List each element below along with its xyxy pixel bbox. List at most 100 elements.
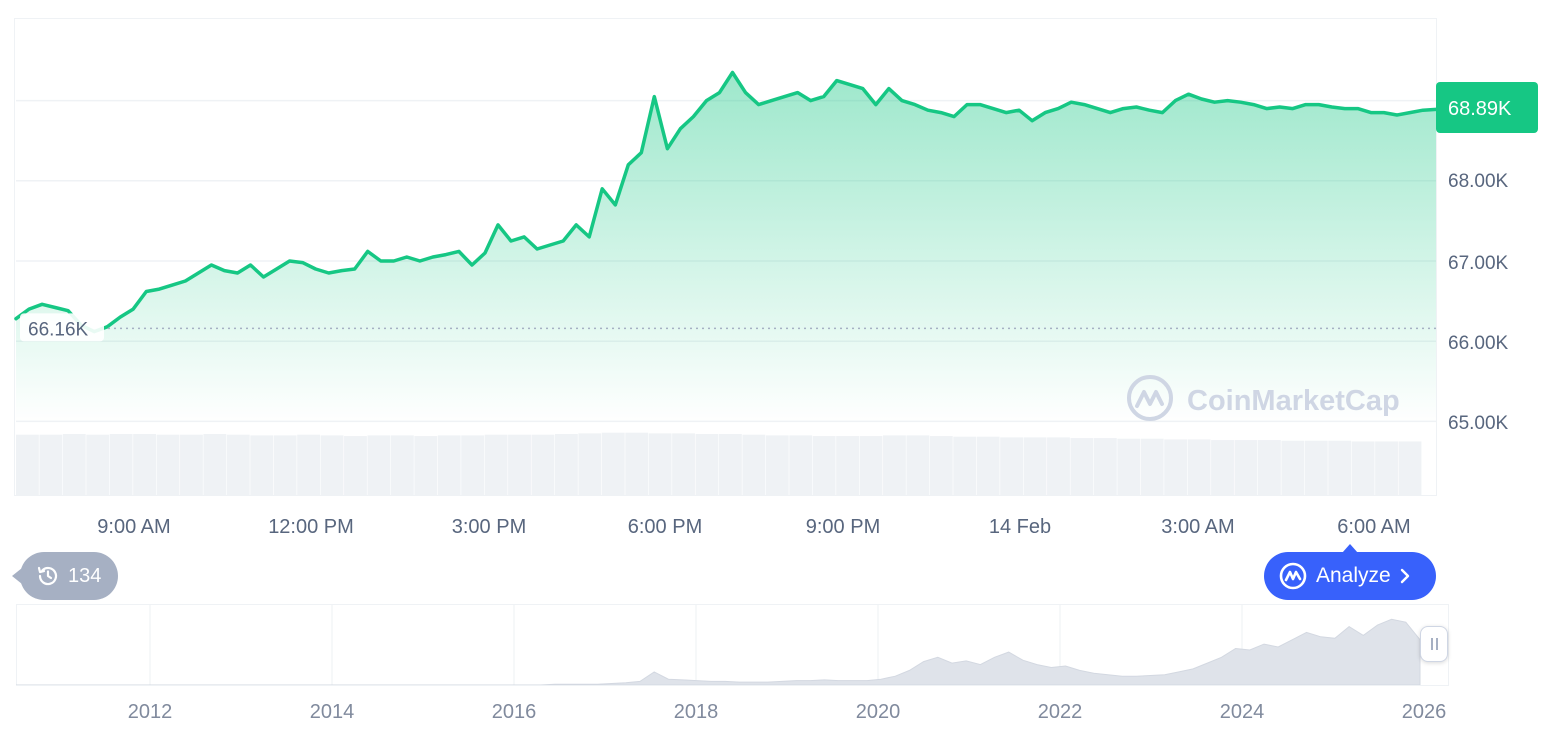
volume-bar — [1023, 437, 1047, 495]
y-tick-label: 66.00K — [1448, 333, 1509, 354]
volume-bar — [1140, 438, 1164, 495]
volume-bar — [929, 436, 953, 495]
volume-bar — [601, 432, 625, 495]
navigator-drag-handle[interactable] — [1420, 626, 1448, 662]
volume-bars — [16, 432, 1422, 495]
navigator-year-label: 2022 — [1038, 701, 1083, 723]
current-price-label: 68.89K — [1448, 98, 1512, 120]
volume-bar — [976, 436, 1000, 495]
analyze-button[interactable]: Analyze — [1264, 544, 1436, 600]
price-line-path — [14, 70, 1438, 334]
volume-bar — [1304, 440, 1328, 495]
y-tick-label: 68.00K — [1448, 171, 1509, 192]
chevron-right-icon — [1400, 568, 1409, 584]
navigator-year-label: 2018 — [674, 701, 719, 723]
volume-bar — [1117, 438, 1141, 495]
volume-bar — [859, 436, 883, 495]
volume-bar — [1047, 437, 1070, 495]
x-tick-label: 3:00 AM — [1161, 516, 1234, 538]
x-axis: 9:00 AM 12:00 PM 3:00 PM 6:00 PM 9:00 PM… — [97, 516, 1410, 538]
volume-bar — [86, 434, 110, 495]
cmc-ai-logo-icon — [1279, 562, 1307, 590]
navigator-year-label: 2016 — [492, 701, 537, 723]
volume-bar — [414, 436, 438, 495]
y-axis: 68.00K 67.00K 66.00K 65.00K — [1448, 171, 1509, 434]
x-tick-label: 14 Feb — [989, 516, 1051, 538]
volume-bar — [250, 435, 274, 495]
volume-bar — [180, 434, 203, 495]
volume-bar — [367, 435, 391, 495]
volume-bar — [1375, 441, 1398, 495]
volume-bar — [273, 435, 297, 495]
history-events-chip[interactable]: 134 — [12, 552, 118, 600]
volume-bar — [1234, 440, 1258, 495]
navigator-year-label: 2024 — [1220, 701, 1265, 723]
volume-bar — [297, 434, 321, 495]
volume-bar — [1351, 441, 1375, 495]
plot-frame — [14, 18, 1437, 496]
volume-bar — [1187, 439, 1211, 495]
volume-bar — [484, 434, 508, 495]
volume-bar — [695, 434, 719, 495]
volume-bar — [62, 434, 86, 495]
grip-line-icon — [1435, 638, 1438, 650]
range-navigator[interactable]: 2012 2014 2016 2018 2020 2022 2024 2026 — [16, 604, 1449, 724]
volume-bar — [906, 435, 930, 495]
x-tick-label: 6:00 AM — [1337, 516, 1410, 538]
volume-bar — [578, 433, 602, 495]
volume-bar — [883, 435, 906, 495]
price-area-fill — [16, 72, 1436, 423]
x-tick-label: 9:00 AM — [97, 516, 170, 538]
watermark-text: CoinMarketCap — [1187, 385, 1400, 417]
history-clock-icon — [37, 566, 58, 586]
volume-bar — [16, 434, 39, 495]
navigator-year-axis: 2012 2014 2016 2018 2020 2022 2024 2026 — [128, 701, 1447, 723]
x-tick-label: 3:00 PM — [452, 516, 526, 538]
volume-bar — [1093, 438, 1117, 495]
volume-bar — [109, 434, 133, 495]
volume-bar — [320, 435, 344, 495]
volume-bar — [554, 434, 578, 495]
baseline: 66.16K — [20, 313, 1436, 342]
volume-bar — [1164, 439, 1188, 495]
volume-bar — [648, 433, 672, 495]
volume-bar — [133, 434, 156, 495]
volume-bar — [39, 434, 63, 495]
volume-bar — [437, 435, 461, 495]
baseline-label: 66.16K — [28, 319, 89, 340]
volume-bar — [344, 436, 367, 495]
volume-bar — [625, 432, 649, 495]
current-price-badge-bg — [1436, 82, 1538, 133]
history-count: 134 — [68, 564, 102, 587]
volume-bar — [742, 434, 766, 495]
volume-bar — [390, 435, 414, 495]
volume-bar — [1000, 437, 1024, 495]
x-tick-label: 12:00 PM — [268, 516, 354, 538]
price-line — [14, 70, 1438, 334]
x-tick-label: 6:00 PM — [628, 516, 702, 538]
volume-bar — [672, 433, 695, 495]
y-tick-label: 65.00K — [1448, 413, 1509, 434]
analyze-button-label: Analyze — [1316, 564, 1391, 587]
navigator-year-label: 2012 — [128, 701, 173, 723]
volume-bar — [203, 434, 227, 495]
volume-bar — [226, 434, 250, 495]
volume-bar — [953, 436, 977, 495]
volume-bar — [1257, 440, 1281, 495]
navigator-year-label: 2026 — [1402, 701, 1447, 723]
grip-line-icon — [1430, 638, 1433, 650]
volume-bar — [789, 435, 813, 495]
baseline-label-bg — [20, 313, 104, 342]
volume-bar — [1328, 440, 1352, 495]
coinmarketcap-logo-icon — [1127, 375, 1173, 421]
volume-bar — [1070, 438, 1094, 495]
volume-bar — [719, 434, 742, 495]
x-tick-label: 9:00 PM — [806, 516, 880, 538]
volume-bar — [1398, 441, 1422, 495]
navigator-year-label: 2020 — [856, 701, 901, 723]
volume-bar — [812, 436, 836, 495]
price-area — [16, 72, 1436, 423]
volume-bar — [508, 434, 531, 495]
coinmarketcap-watermark: CoinMarketCap — [1127, 375, 1400, 421]
